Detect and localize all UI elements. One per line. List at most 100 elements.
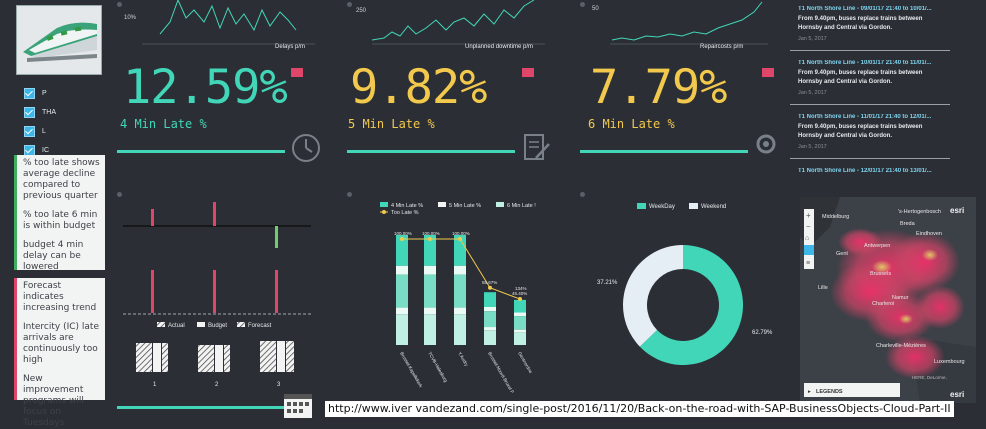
donut-slice-weekend[interactable] [623, 245, 683, 347]
zoom-out-icon[interactable]: − [806, 222, 811, 231]
x-tick-label: Brussel-Noord-Bruxel F [487, 351, 515, 394]
map-zoom-controls[interactable]: + − ⌂ ≡ [804, 209, 814, 269]
line-point [458, 237, 462, 241]
slice-label-weekday: 62.79% [752, 330, 773, 336]
news-item[interactable]: T1 North Shore Line - 10/01/17 21:40 to … [798, 60, 948, 96]
legend-4min: 4 Min Late % [391, 203, 423, 209]
panel-menu-dot[interactable] [347, 2, 352, 7]
news-title[interactable]: T1 North Shore Line - 12/01/17 21:40 to … [798, 168, 932, 174]
news-title[interactable]: T1 North Shore Line - 10/01/17 21:40 to … [798, 60, 932, 66]
stacked-bar-segment [484, 292, 496, 307]
stacked-bar-segment [424, 235, 436, 266]
stacked-bar-segment [424, 274, 436, 308]
bar-group-2 [198, 345, 230, 372]
news-separator [790, 50, 950, 51]
line-point [518, 297, 522, 302]
chart-weekday-weekend: WeekDay Weekend 37.21% 62.79% [597, 203, 773, 365]
train-icon [17, 6, 101, 74]
spark-axis-label: 10% [124, 15, 137, 21]
panel-menu-dot[interactable] [580, 2, 585, 7]
map-city-label: Brussels [870, 271, 891, 277]
heat-map[interactable]: Middelburg 's-Hertogenbosch Breda Eindho… [800, 197, 976, 403]
line-data-label: 100.00% [394, 231, 412, 236]
note-text: % too late 6 min is within budget [23, 210, 98, 231]
news-item[interactable]: T1 North Shore Line - 09/01/17 21:40 to … [798, 6, 948, 42]
news-title[interactable]: T1 North Shore Line - 09/01/17 21:40 to … [798, 6, 932, 12]
legend-weekday: WeekDay [649, 204, 675, 210]
stacked-bar-segment [514, 312, 526, 317]
line-point [488, 285, 492, 290]
kpi-value-4min: 12.59% [123, 60, 288, 115]
stacked-bar-segment [514, 316, 526, 330]
news-item[interactable]: T1 North Shore Line - 12/01/17 21:40 to … [798, 168, 948, 174]
x-tick-label: 3 [277, 382, 281, 388]
bar-actual-2b [213, 270, 216, 313]
bar-forecast-3 [275, 226, 278, 248]
sparkline-downtime: 250 [356, 0, 545, 45]
checkbox-checked-icon[interactable] [24, 125, 35, 137]
stacked-bar-segment [454, 235, 466, 266]
sparkline-delays: 10% [124, 0, 315, 45]
note-text: % too late shows average decline compare… [23, 158, 100, 201]
line-point [400, 237, 404, 241]
line-data-label: 45.40% [512, 291, 527, 296]
legend-weekend: Weekend [701, 204, 726, 210]
locate-icon[interactable] [804, 245, 814, 255]
kpi-underline [347, 150, 515, 153]
checkbox-checked-icon[interactable] [24, 144, 35, 156]
stacked-bar-segment [514, 329, 526, 333]
x-tick-label: Y.Audry [457, 351, 469, 368]
map-city-label: Charleville-Mézières [876, 343, 926, 349]
panel-menu-dot[interactable] [347, 192, 352, 197]
legend-budget: Budget [208, 323, 227, 329]
layers-icon[interactable]: ≡ [806, 260, 810, 267]
panel-menu-dot[interactable] [117, 192, 122, 197]
chevron-right-icon[interactable]: ▸ [808, 389, 811, 395]
kpi-label-4min: 4 Min Late % [120, 117, 207, 131]
donut-slice-weekday[interactable] [639, 245, 743, 365]
bar-actual-2 [213, 202, 216, 226]
bar-group-1 [136, 343, 168, 372]
stacked-bar-segment [424, 265, 436, 275]
panel-menu-dot[interactable] [580, 192, 585, 197]
map-city-label: Eindhoven [916, 231, 942, 237]
spark-title: Unplanned downtime p/m [465, 44, 534, 50]
map-legend-label[interactable]: LEGENDS [816, 389, 843, 395]
stacked-bar-segment [454, 265, 466, 275]
panel-underline [117, 406, 285, 409]
stacked-bar-segment [396, 314, 408, 345]
news-date: Jan 5, 2017 [798, 144, 827, 150]
bar-actual-3b [275, 270, 278, 313]
bar-data-label: 134% [515, 286, 527, 291]
news-separator [790, 158, 950, 159]
bar-group-3 [260, 341, 294, 372]
filter-item-p[interactable]: P [24, 84, 56, 102]
note-text: Forecast indicates increasing trend [23, 281, 97, 313]
news-item[interactable]: T1 North Shore Line - 11/01/17 21:40 to … [798, 114, 948, 150]
spark-axis-label: 50 [592, 6, 599, 12]
home-icon[interactable]: ⌂ [805, 235, 809, 242]
zoom-in-icon[interactable]: + [806, 211, 811, 220]
news-title[interactable]: T1 North Shore Line - 11/01/17 21:40 to … [798, 114, 932, 120]
filter-item-tha[interactable]: THA [24, 103, 56, 121]
stacked-bar-segment [396, 235, 408, 266]
panel-menu-dot[interactable] [117, 2, 122, 7]
kpi-underline [117, 150, 285, 153]
stacked-bar-segment [424, 307, 436, 315]
map-legend-toggle[interactable] [804, 383, 900, 397]
map-city-label: Breda [900, 221, 916, 227]
stacked-bar-segment [396, 307, 408, 315]
x-tick-label: Gentnordne [517, 351, 533, 375]
checkbox-checked-icon[interactable] [24, 106, 35, 118]
x-tick-label: 1 [153, 382, 157, 388]
note-text: New improvement programs will focus on T… [23, 374, 84, 428]
legend-forecast: Forecast [248, 323, 272, 329]
spark-axis-label: 250 [356, 8, 367, 14]
line-data-label: 100.00% [452, 231, 470, 236]
stacked-bar-segment [424, 314, 436, 345]
checkbox-checked-icon[interactable] [24, 87, 35, 99]
filter-item-l[interactable]: L [24, 122, 56, 140]
stacked-bar-segment [484, 306, 496, 312]
map-city-label: Charleroi [872, 301, 894, 307]
x-tick-label: TCVB-Halesburg [427, 351, 449, 383]
